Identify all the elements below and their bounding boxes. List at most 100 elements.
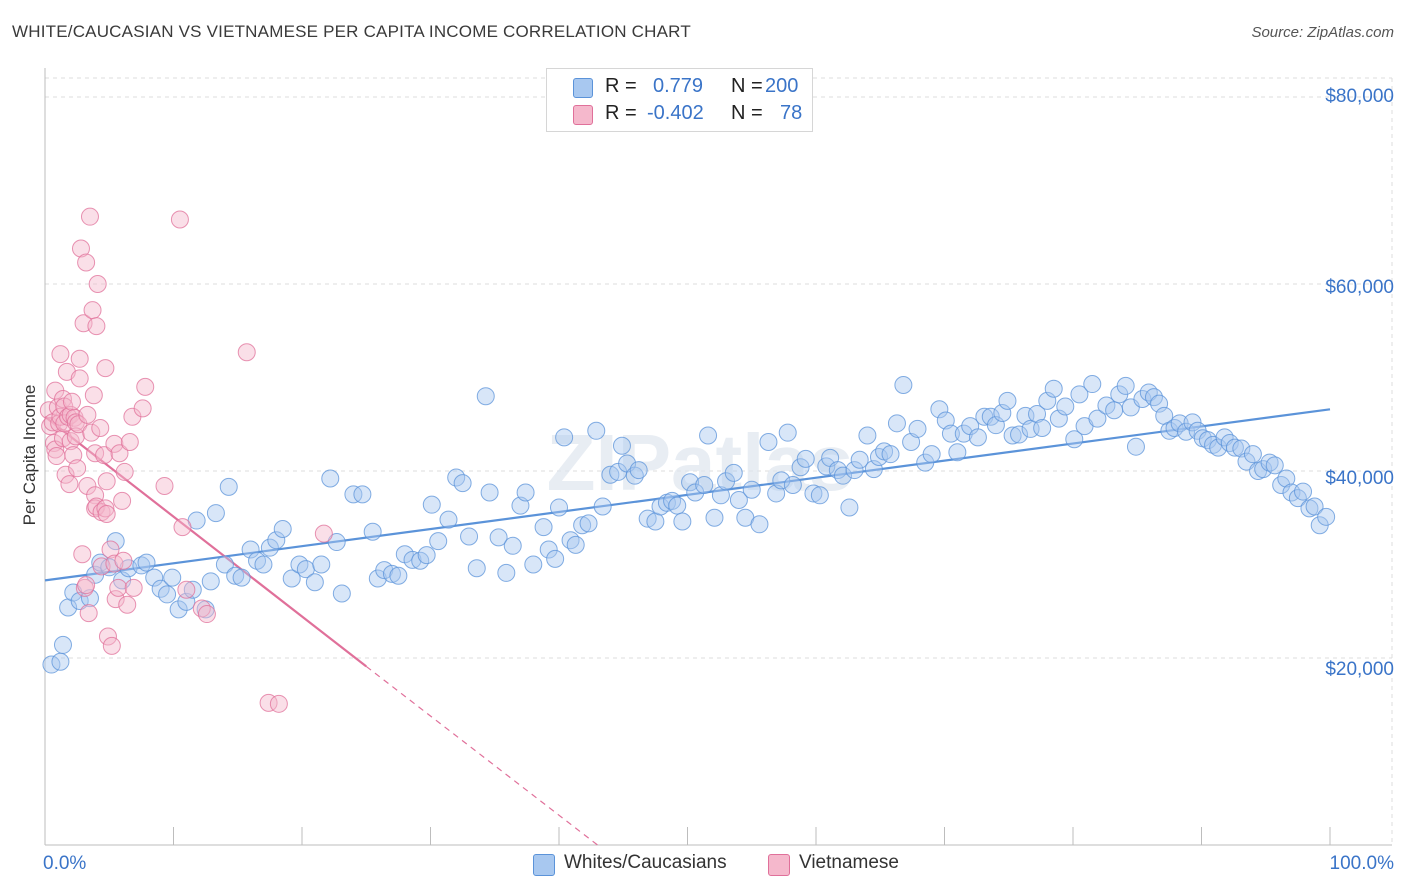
data-point: [759, 433, 778, 452]
legend-swatch-whites: [573, 78, 593, 98]
data-point: [170, 210, 189, 229]
data-point: [497, 563, 516, 582]
data-point: [87, 317, 106, 336]
data-point: [86, 444, 105, 463]
data-point: [78, 405, 97, 424]
data-point: [241, 540, 260, 559]
data-point: [96, 499, 115, 518]
data-point: [1116, 376, 1135, 395]
legend-r-label: R =: [605, 102, 637, 124]
data-point: [864, 460, 883, 479]
data-point: [106, 532, 125, 551]
data-point: [269, 694, 288, 713]
data-point: [1225, 438, 1244, 457]
data-point: [705, 508, 724, 527]
data-point: [96, 359, 115, 378]
data-point: [137, 553, 156, 572]
data-point: [1065, 430, 1084, 449]
data-point: [503, 536, 522, 555]
data-point: [1243, 445, 1262, 464]
data-point: [429, 532, 448, 551]
data-point: [783, 476, 802, 495]
data-point: [273, 519, 292, 538]
data-point: [850, 450, 869, 469]
data-point: [796, 449, 815, 468]
data-point: [573, 516, 592, 535]
data-point: [1033, 418, 1052, 437]
data-point: [98, 627, 117, 646]
data-point: [177, 580, 196, 599]
data-point: [382, 564, 401, 583]
data-point: [593, 497, 612, 516]
data-point: [612, 436, 631, 455]
data-point: [173, 518, 192, 537]
legend-swatch-vietnamese: [768, 854, 790, 876]
data-point: [539, 540, 558, 559]
data-points: [39, 207, 1336, 713]
data-point: [524, 555, 543, 574]
data-point: [314, 524, 333, 543]
data-point: [840, 498, 859, 517]
data-point: [417, 546, 436, 565]
data-point: [686, 483, 705, 502]
data-point: [237, 343, 256, 362]
data-point: [439, 510, 458, 529]
series-vietnamese: [39, 207, 333, 713]
chart-title: WHITE/CAUCASIAN VS VIETNAMESE PER CAPITA…: [12, 22, 691, 41]
data-point: [312, 555, 331, 574]
data-point: [120, 433, 139, 452]
data-point: [332, 584, 351, 603]
data-point: [259, 693, 278, 712]
data-point: [1254, 460, 1273, 479]
data-point: [742, 480, 761, 499]
data-point: [1150, 394, 1169, 413]
data-point: [668, 496, 687, 515]
data-point: [489, 528, 508, 547]
data-point: [646, 512, 665, 531]
data-point: [88, 275, 107, 293]
data-point: [68, 459, 87, 478]
data-point: [550, 498, 568, 517]
data-point: [887, 414, 906, 433]
data-point: [82, 423, 101, 442]
data-point: [699, 426, 718, 445]
legend-n-value: 200: [765, 75, 799, 97]
legend-n-label: N =: [731, 102, 763, 124]
data-point: [993, 404, 1012, 423]
y-tick-80000: $80,000: [1325, 86, 1394, 107]
data-point: [869, 447, 888, 466]
data-point: [87, 497, 106, 516]
data-point: [480, 483, 499, 502]
data-point: [69, 415, 88, 434]
data-point: [60, 475, 79, 494]
data-point: [422, 495, 441, 514]
data-point: [791, 458, 810, 477]
x-axis-min-label: 0.0%: [43, 853, 87, 874]
data-point: [71, 239, 90, 258]
data-point: [804, 484, 823, 503]
data-point: [1010, 425, 1029, 444]
data-point: [110, 444, 129, 463]
data-point: [78, 476, 97, 495]
data-point: [1277, 469, 1296, 488]
legend-r-label: R =: [605, 75, 637, 97]
legend-n-value: 78: [780, 102, 803, 124]
data-point: [695, 476, 714, 495]
correlation-legend: R = 0.779 N = 200 R = -0.402 N = 78: [546, 68, 813, 132]
data-point: [1028, 404, 1047, 423]
data-point: [70, 349, 89, 368]
data-point: [305, 573, 324, 592]
data-point: [84, 386, 103, 405]
data-point: [163, 568, 182, 587]
data-point: [1265, 456, 1284, 475]
data-point: [1183, 413, 1202, 432]
data-point: [290, 555, 309, 574]
data-point: [1133, 390, 1152, 409]
x-axis-max-label: 100.0%: [1329, 853, 1394, 874]
data-point: [95, 446, 114, 465]
data-point: [215, 555, 234, 574]
y-tick-20000: $20,000: [1325, 659, 1394, 680]
data-point: [321, 469, 340, 488]
data-point: [941, 424, 960, 443]
